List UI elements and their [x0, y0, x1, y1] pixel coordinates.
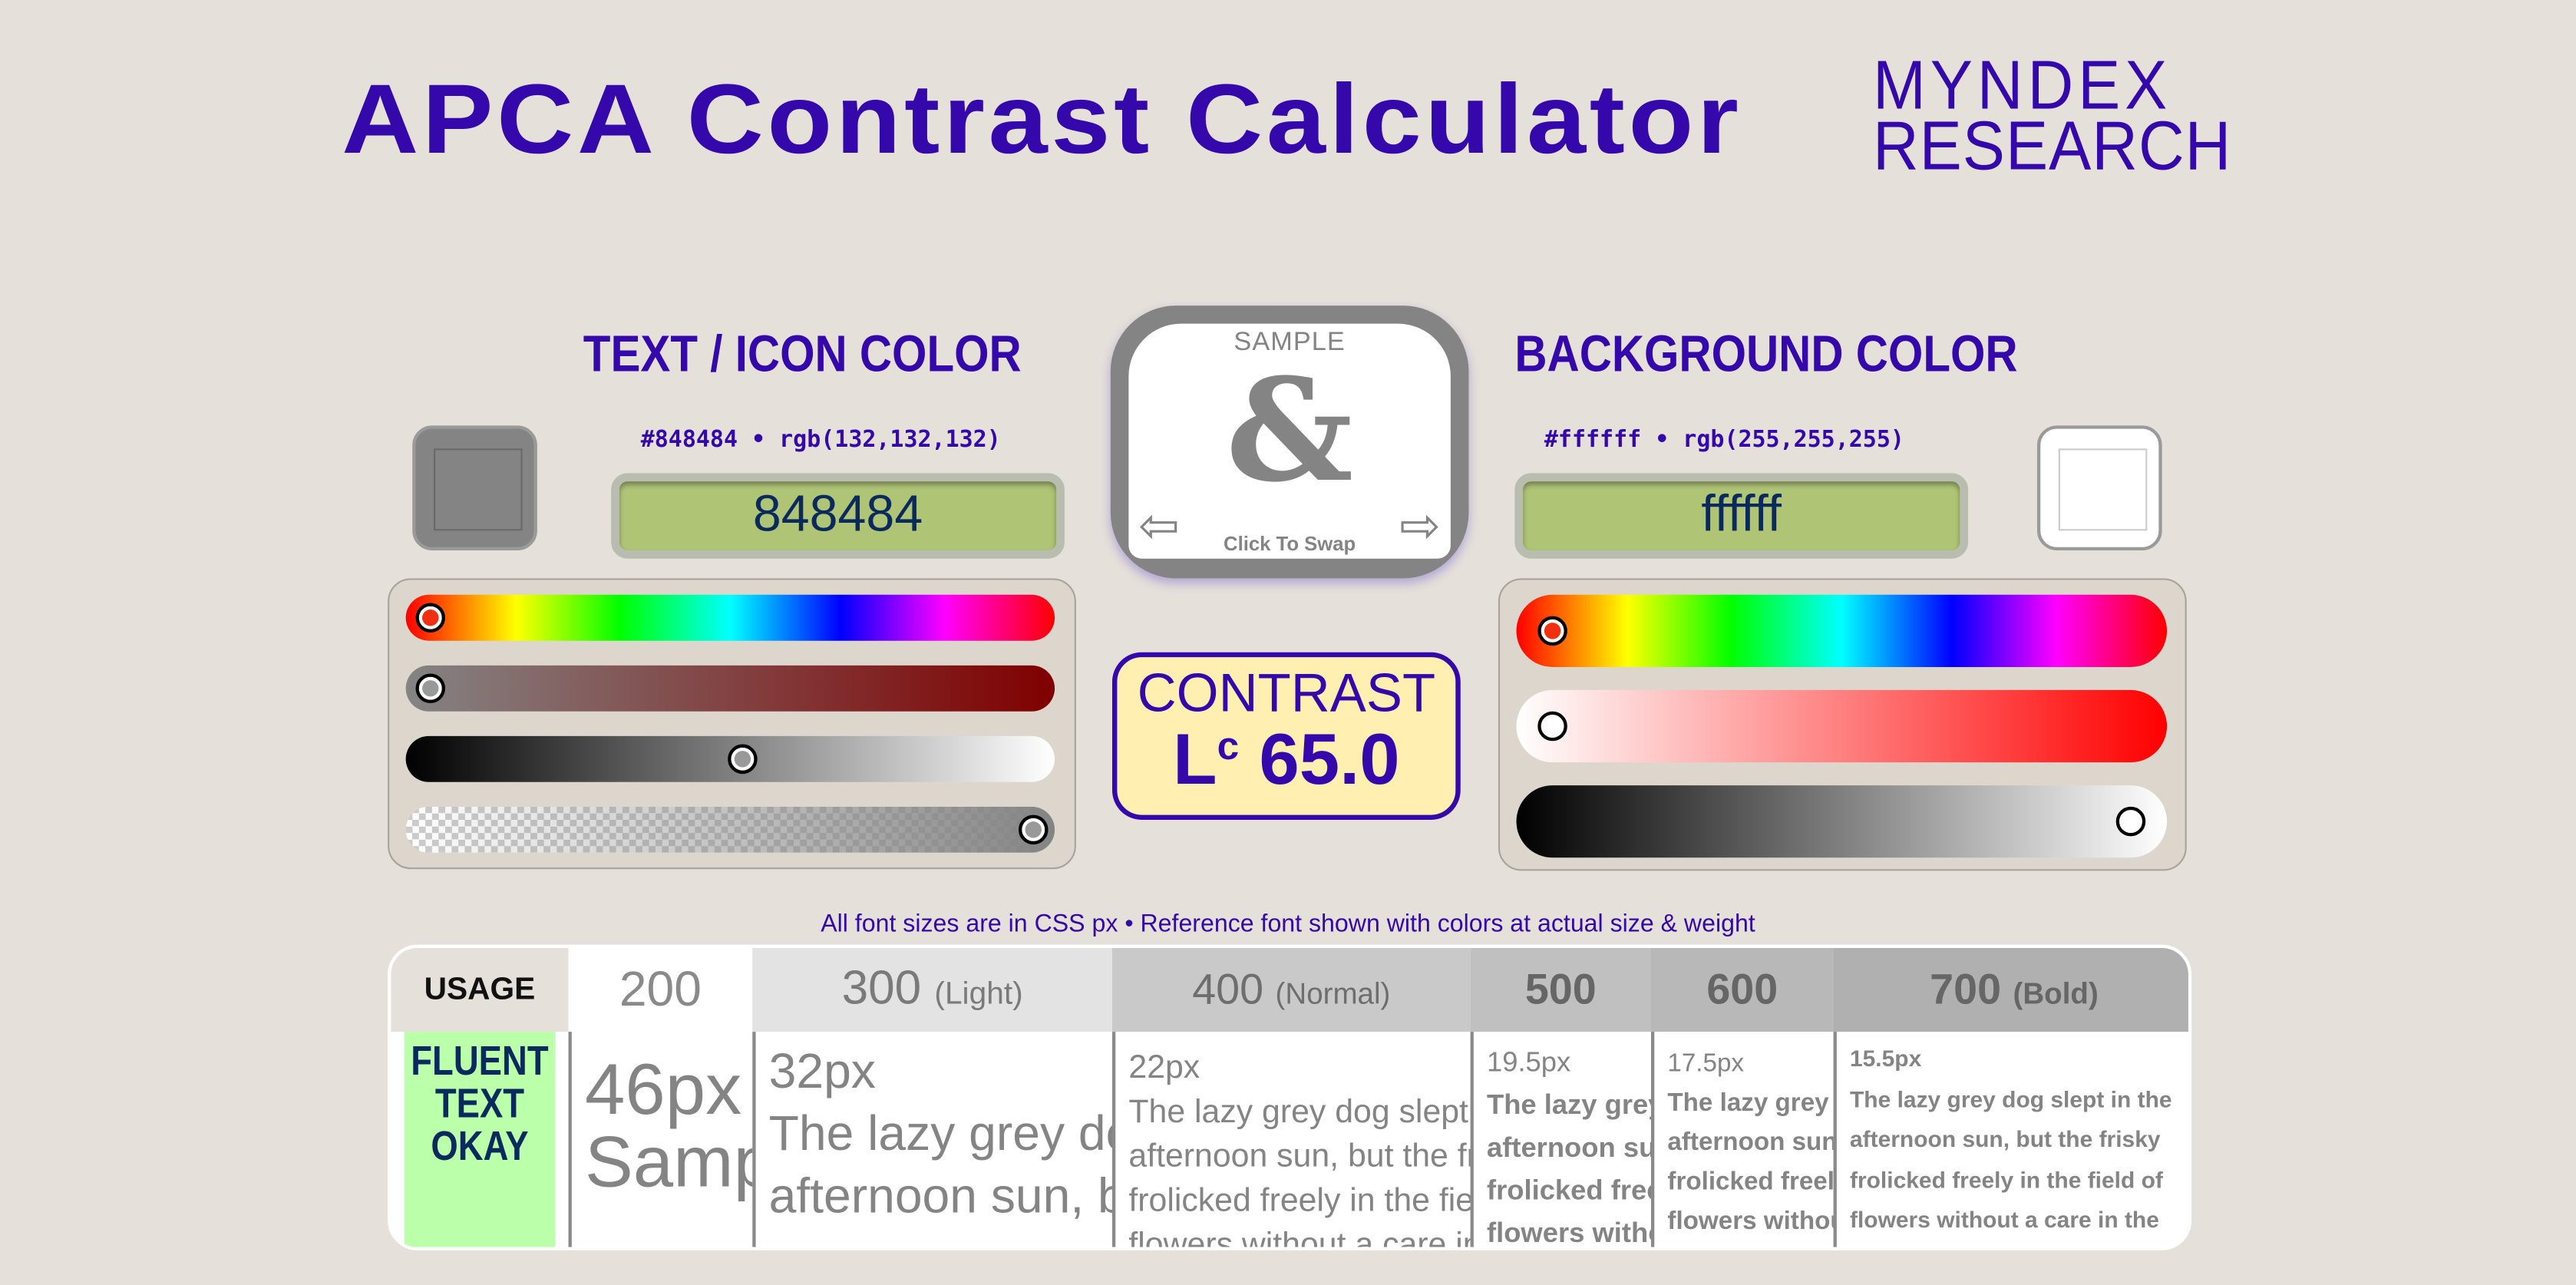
- sample-line: afternoon sun, but the frisky: [1128, 1138, 1470, 1175]
- sample-line: frolicked freely in the field of: [1849, 1165, 2163, 1192]
- sample-line: The lazy grey dog: [1486, 1089, 1651, 1121]
- size-label: 32px: [768, 1045, 876, 1099]
- text-saturation-slider[interactable]: [405, 665, 1055, 712]
- weight-header: 400 (Normal): [1111, 947, 1471, 1032]
- contrast-value-line: Lc 65.0: [1117, 719, 1455, 801]
- contrast-value: 65.0: [1259, 719, 1400, 801]
- bg-lightness-slider[interactable]: [1516, 785, 2168, 858]
- sample-label: SAMPLE: [1234, 329, 1346, 357]
- weight-header: 700 (Bold): [1833, 947, 2188, 1032]
- usage-line: FLUENT: [411, 1038, 549, 1085]
- weight-header: 200: [568, 947, 753, 1032]
- usage-column: USAGE FLUENT TEXT OKAY: [391, 947, 569, 1247]
- sample-line: Sample: [584, 1121, 752, 1203]
- bg-hue-slider[interactable]: [1516, 594, 2168, 667]
- weight-700-column: 700 (Bold) 15.5px The lazy grey dog slep…: [1833, 947, 2188, 1247]
- weight-cell: 15.5px The lazy grey dog slept in the af…: [1833, 1032, 2188, 1247]
- background-color-sliders: [1498, 578, 2187, 871]
- weight-200-column: 200 46px Sample: [568, 947, 753, 1247]
- sample-line: frolicked freely: [1486, 1174, 1651, 1206]
- sample-line: flowers without: [1667, 1207, 1833, 1236]
- weight-cell: 32px The lazy grey dog afternoon sun, bu…: [752, 1032, 1112, 1247]
- background-color-hex-input[interactable]: ffffff: [1514, 473, 1969, 559]
- weight-number: 300: [841, 963, 922, 1016]
- weight-number: 400: [1192, 964, 1264, 1014]
- sample-line: flowers without a care in the: [1849, 1205, 2159, 1233]
- weight-suffix: (Normal): [1275, 977, 1391, 1011]
- weight-header: 500: [1470, 947, 1652, 1032]
- sample-line: flowers without: [1486, 1217, 1651, 1249]
- sample-swap-button[interactable]: SAMPLE & ⇦ ⇨ Click To Swap: [1110, 306, 1469, 579]
- slider-knob[interactable]: [728, 744, 758, 775]
- weight-header: 300 (Light): [752, 947, 1112, 1032]
- usage-line: TEXT: [434, 1081, 525, 1128]
- text-hue-slider[interactable]: [405, 594, 1055, 641]
- weight-suffix: (Light): [934, 977, 1023, 1012]
- sample-line: frolicked freely: [1667, 1168, 1834, 1197]
- weight-cell: 17.5px The lazy grey dog afternoon sun, …: [1651, 1032, 1834, 1247]
- sample-line: The lazy grey dog: [1667, 1089, 1833, 1118]
- slider-knob[interactable]: [415, 673, 446, 704]
- sample-line: afternoon sun, but: [1486, 1131, 1651, 1164]
- lc-c: c: [1217, 724, 1240, 769]
- contrast-result: CONTRAST Lc 65.0: [1111, 652, 1461, 821]
- myndex-logo[interactable]: MYNDEX RESEARCH: [1872, 45, 2232, 184]
- brand-line2: RESEARCH: [1872, 107, 2232, 184]
- weight-600-column: 600 17.5px The lazy grey dog afternoon s…: [1651, 947, 1834, 1247]
- sample-line: The fox saw the slumbering: [1850, 1240, 2188, 1247]
- bg-saturation-slider[interactable]: [1516, 689, 2168, 763]
- usage-line: OKAY: [431, 1123, 529, 1170]
- brand-line1: MYNDEX: [1872, 45, 2172, 124]
- text-color-swatch[interactable]: [412, 425, 537, 551]
- sample-line: afternoon sun, but: [768, 1169, 1112, 1224]
- text-lightness-slider[interactable]: [405, 735, 1055, 782]
- arrow-right-icon: ⇨: [1399, 499, 1442, 554]
- sample-line: The lazy grey dog slept in the: [1128, 1094, 1470, 1131]
- lc-L: L: [1173, 719, 1217, 801]
- weight-cell: 46px Sample: [568, 1032, 752, 1247]
- size-label: 19.5px: [1486, 1046, 1571, 1079]
- background-color-heading: BACKGROUND COLOR: [1514, 325, 2018, 383]
- size-label: 15.5px: [1849, 1045, 1922, 1072]
- sample-line: The lazy grey dog: [768, 1107, 1112, 1162]
- weight-cell: 19.5px The lazy grey dog afternoon sun, …: [1470, 1032, 1651, 1249]
- sample-line: afternoon sun, but the frisky: [1849, 1125, 2161, 1152]
- usage-value: FLUENT TEXT OKAY: [404, 1032, 556, 1247]
- arrow-left-icon: ⇦: [1138, 499, 1181, 554]
- swap-label: Click To Swap: [1224, 532, 1356, 556]
- sample-line: flowers without a care in the: [1128, 1227, 1470, 1250]
- size-label: 22px: [1128, 1049, 1200, 1086]
- slider-knob[interactable]: [1537, 616, 1567, 646]
- slider-knob[interactable]: [1537, 711, 1567, 742]
- weight-number: 700: [1930, 964, 2002, 1014]
- ampersand-sample: &: [1226, 348, 1354, 514]
- size-label: 17.5px: [1667, 1049, 1745, 1079]
- background-color-readout: #ffffff • rgb(255,255,255): [1544, 427, 1904, 454]
- sample-line: afternoon sun, but: [1667, 1128, 1833, 1157]
- sample-line: The lazy grey dog slept in the: [1849, 1085, 2172, 1112]
- slider-knob[interactable]: [2115, 806, 2146, 837]
- usage-header: USAGE: [391, 947, 569, 1032]
- text-color-heading: TEXT / ICON COLOR: [583, 325, 1022, 383]
- weight-300-column: 300 (Light) 32px The lazy grey dog after…: [752, 947, 1112, 1247]
- weight-cell: 22px The lazy grey dog slept in the afte…: [1111, 1032, 1471, 1250]
- weight-500-column: 500 19.5px The lazy grey dog afternoon s…: [1470, 947, 1652, 1249]
- size-label: 46px: [584, 1049, 742, 1131]
- page-title: APCA Contrast Calculator: [342, 64, 1742, 174]
- font-size-note: All font sizes are in CSS px • Reference…: [821, 910, 1755, 939]
- weight-suffix: (Bold): [2013, 977, 2099, 1011]
- sample-line: frolicked freely in the field of: [1128, 1183, 1470, 1220]
- background-color-swatch[interactable]: [2036, 425, 2162, 551]
- text-color-sliders: [388, 578, 1076, 870]
- slider-knob[interactable]: [1018, 814, 1049, 845]
- text-color-readout: #848484 • rgb(132,132,132): [640, 427, 1001, 454]
- font-lookup-table: USAGE FLUENT TEXT OKAY 200 46px Sample 3…: [388, 944, 2192, 1250]
- slider-knob[interactable]: [415, 603, 446, 633]
- text-alpha-slider[interactable]: [405, 806, 1055, 853]
- weight-400-column: 400 (Normal) 22px The lazy grey dog slep…: [1111, 947, 1471, 1250]
- text-color-hex-input[interactable]: 848484: [611, 473, 1065, 559]
- weight-header: 600: [1651, 947, 1834, 1032]
- contrast-label: CONTRAST: [1137, 662, 1436, 723]
